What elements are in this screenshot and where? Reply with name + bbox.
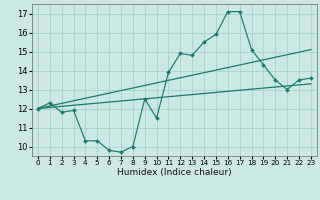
X-axis label: Humidex (Indice chaleur): Humidex (Indice chaleur) bbox=[117, 168, 232, 177]
